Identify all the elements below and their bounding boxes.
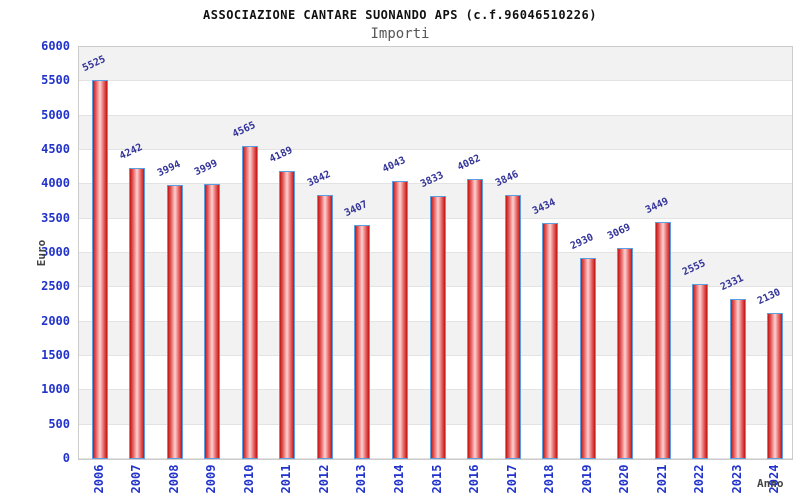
- bar-2009: [204, 184, 221, 459]
- x-tick-label: 2021: [654, 464, 669, 494]
- y-tick-label: 2000: [41, 313, 70, 328]
- y-tick-label: 1000: [41, 382, 70, 397]
- x-tick-label: 2020: [617, 464, 632, 494]
- bar-2024: [767, 312, 784, 459]
- bar-2022: [692, 283, 709, 459]
- x-tick-label: 2010: [241, 464, 256, 494]
- x-tick-label: 2007: [129, 464, 144, 494]
- grid-band: [79, 115, 792, 150]
- bar-2015: [429, 195, 446, 459]
- grid-band: [79, 81, 792, 116]
- y-axis-title: Euro: [35, 239, 48, 267]
- bar-2014: [391, 181, 408, 459]
- bar-2007: [129, 167, 146, 459]
- chart-subtitle: Importi: [370, 26, 430, 42]
- bar-2013: [354, 225, 371, 459]
- bar-2019: [579, 257, 596, 459]
- bar-2023: [729, 298, 746, 459]
- y-tick-label: 500: [48, 416, 70, 431]
- bar-2017: [504, 194, 521, 459]
- x-tick-label: 2019: [579, 464, 594, 494]
- x-tick-label: 2014: [391, 464, 406, 494]
- y-tick-label: 0: [62, 451, 70, 465]
- y-tick-label: 3000: [41, 245, 70, 259]
- y-tick-label: 2500: [41, 279, 70, 294]
- x-tick-label: 2013: [354, 464, 369, 494]
- bar-2021: [654, 222, 671, 459]
- x-tick-label: 2023: [729, 464, 744, 494]
- plot-area: [78, 46, 793, 460]
- x-tick-label: 2022: [692, 464, 707, 494]
- x-tick-label: 2018: [542, 464, 557, 494]
- bar-2008: [166, 184, 183, 459]
- bar-2006: [91, 79, 108, 459]
- x-axis-title: Anno: [757, 477, 784, 490]
- bar-2020: [617, 248, 634, 459]
- chart-title: ASSOCIAZIONE CANTARE SUONANDO APS (c.f.9…: [203, 8, 597, 22]
- bar-2011: [279, 171, 296, 459]
- bar-2016: [467, 178, 484, 459]
- y-tick-label: 5000: [41, 107, 70, 122]
- x-tick-label: 2017: [504, 464, 519, 494]
- y-tick-label: 3500: [41, 210, 70, 225]
- y-tick-label: 1500: [41, 348, 70, 362]
- x-tick-label: 2009: [204, 464, 219, 494]
- y-tick-label: 6000: [41, 39, 70, 53]
- y-tick-label: 4500: [41, 142, 70, 156]
- x-tick-label: 2015: [429, 464, 444, 494]
- x-tick-label: 2012: [316, 464, 331, 494]
- x-tick-label: 2011: [279, 464, 294, 494]
- x-tick-label: 2008: [166, 464, 181, 494]
- x-tick-label: 2006: [91, 464, 106, 494]
- grid-band: [79, 150, 792, 185]
- y-tick-label: 4000: [41, 176, 70, 191]
- bar-2018: [542, 223, 559, 459]
- bar-2010: [241, 145, 258, 459]
- y-tick-label: 5500: [41, 73, 70, 88]
- x-tick-label: 2016: [467, 464, 482, 494]
- grid-band: [79, 47, 792, 82]
- bar-2012: [316, 195, 333, 459]
